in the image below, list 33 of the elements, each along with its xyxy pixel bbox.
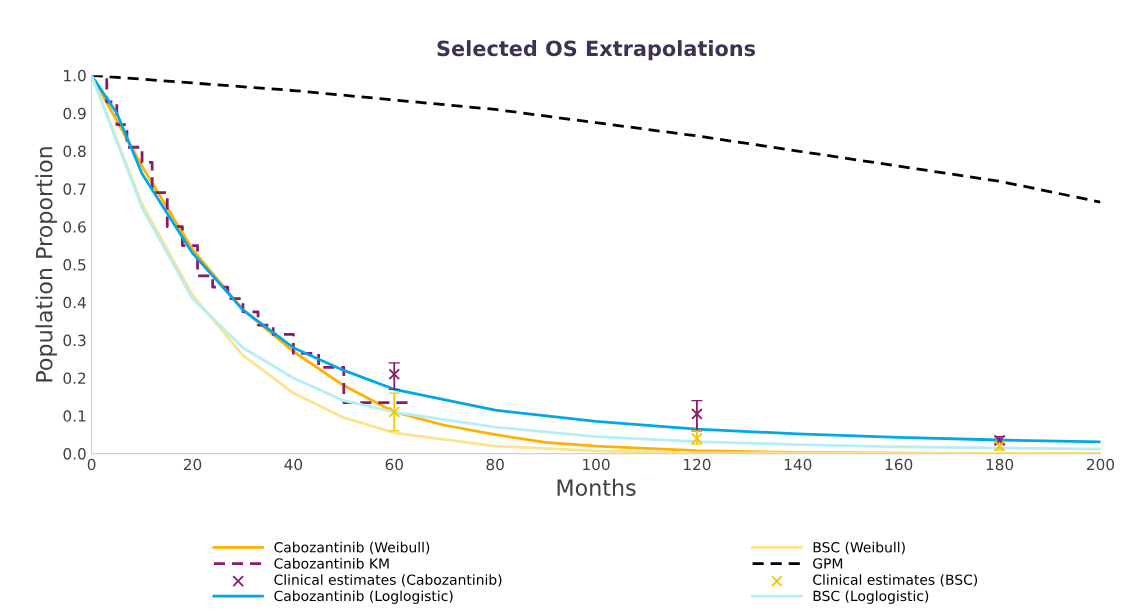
x-tick-label: 100 [583, 458, 610, 471]
chart-title: Selected OS Extrapolations [437, 40, 756, 61]
x-tick-label: 120 [684, 458, 711, 471]
y-tick-label: 0.0 [63, 448, 86, 460]
y-tick-label: 0.4 [63, 296, 86, 309]
y-tick-label: 0.3 [63, 334, 86, 347]
x-axis-title: Months [557, 478, 636, 497]
legend-label: Clinical estimates (BSC) [813, 574, 978, 587]
x-tick-label: 180 [986, 458, 1014, 471]
legend-label: Cabozantinib (Loglogistic) [274, 590, 453, 604]
x-tick-label: 60 [385, 458, 403, 471]
x-tick-label: 160 [885, 458, 913, 471]
legend-label: Cabozantinib KM [274, 557, 389, 569]
legend-label: GPM [813, 558, 843, 569]
y-tick-label: 1.0 [64, 69, 86, 82]
x-tick-label: 20 [183, 458, 202, 471]
y-tick-label: 0.9 [63, 107, 86, 120]
y-tick-label: 0.2 [63, 372, 86, 384]
y-tick-label: 0.7 [63, 183, 86, 195]
legend-label: Cabozantinib (Weibull) [274, 541, 430, 555]
legend-label: Clinical estimates (Cabozantinib) [274, 574, 502, 587]
y-axis-title: Population Proportion [35, 147, 57, 382]
x-tick-label: 140 [784, 458, 812, 471]
legend-label: BSC (Loglogistic) [813, 590, 929, 604]
x-tick-label: 200 [1087, 458, 1115, 471]
x-tick-label: 80 [486, 458, 504, 471]
legend-label: BSC (Weibull) [813, 541, 905, 555]
y-tick-label: 0.1 [63, 410, 86, 422]
y-tick-label: 0.5 [63, 258, 86, 271]
x-tick-label: 40 [284, 458, 303, 471]
y-tick-label: 0.8 [63, 145, 86, 158]
x-tick-label: 0 [87, 458, 96, 471]
y-tick-label: 0.6 [63, 221, 86, 233]
